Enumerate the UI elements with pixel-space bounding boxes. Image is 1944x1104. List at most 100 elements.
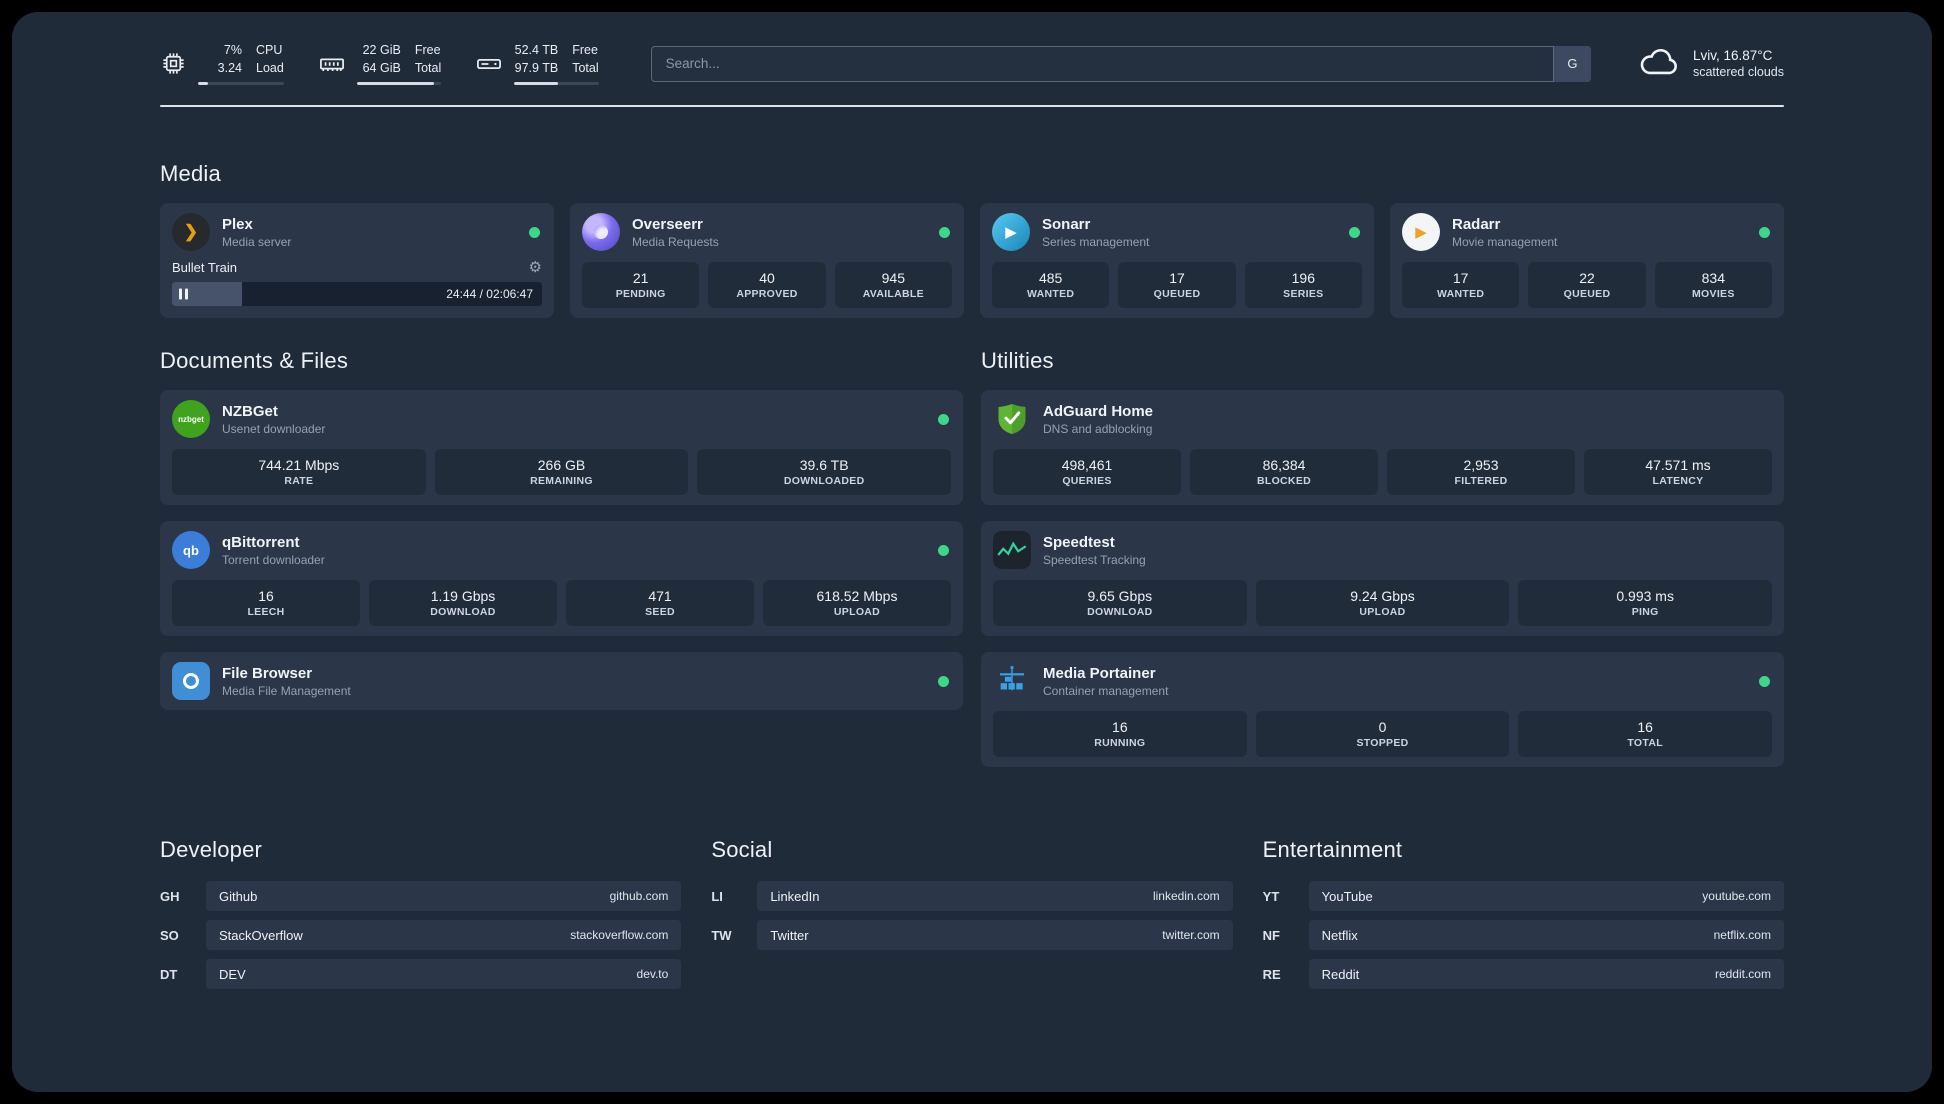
stat-tile: 498,461 QUERIES xyxy=(993,449,1181,495)
stat-tile: 86,384 BLOCKED xyxy=(1190,449,1378,495)
app-subtitle: Media File Management xyxy=(222,683,351,698)
stat-label: RATE xyxy=(284,475,314,487)
pause-button[interactable] xyxy=(179,288,188,300)
link-item[interactable]: DEV dev.to xyxy=(206,959,682,989)
link-item[interactable]: Github github.com xyxy=(206,881,682,911)
settings-icon[interactable]: ⚙ xyxy=(528,259,542,276)
stat-label: WANTED xyxy=(1437,288,1485,300)
stat-tile: 0.993 ms PING xyxy=(1518,580,1772,626)
stats-row: 17 WANTED 22 QUEUED 834 MOVIES xyxy=(1402,262,1772,308)
link-name: YouTube xyxy=(1321,888,1373,904)
stat-label: DOWNLOAD xyxy=(1087,606,1153,618)
stat-value: 485 xyxy=(1038,270,1063,286)
system-metrics: 7% 3.24 CPU Load xyxy=(160,42,599,85)
stat-value: 86,384 xyxy=(1262,457,1306,473)
ram-total-label: Total xyxy=(414,60,442,75)
stats-row: 744.21 Mbps RATE 266 GB REMAINING 39.6 T… xyxy=(172,449,951,495)
link-name: Twitter xyxy=(770,927,809,943)
section-title-social: Social xyxy=(711,837,773,862)
app-card-overseerr[interactable]: Overseerr Media Requests 21 PENDING 40 A… xyxy=(570,203,964,318)
link-row: SO StackOverflow stackoverflow.com xyxy=(160,920,682,950)
stat-value: 17 xyxy=(1169,270,1185,286)
search-bar: G xyxy=(650,45,1591,82)
stat-tile: 17 WANTED xyxy=(1402,262,1520,308)
stat-value: 834 xyxy=(1701,270,1725,286)
disk-free-label: Free xyxy=(572,43,598,57)
stat-tile: 17 QUEUED xyxy=(1118,262,1236,308)
filebrowser-icon xyxy=(172,662,210,700)
stat-label: UPLOAD xyxy=(1359,606,1406,618)
app-card-speedtest[interactable]: Speedtest Speedtest Tracking 9.65 Gbps D… xyxy=(981,521,1784,636)
dashboard-panel: 7% 3.24 CPU Load xyxy=(12,12,1932,1092)
overseerr-icon xyxy=(582,213,620,251)
stat-value: 39.6 TB xyxy=(799,457,849,473)
app-card-qbittorrent[interactable]: qb qBittorrent Torrent downloader 16 LEE… xyxy=(160,521,963,636)
stat-label: MOVIES xyxy=(1692,288,1735,300)
stat-tile: 834 MOVIES xyxy=(1654,262,1772,308)
app-subtitle: DNS and adblocking xyxy=(1043,421,1153,436)
stat-tile: 945 AVAILABLE xyxy=(834,262,952,308)
link-name: Reddit xyxy=(1321,966,1360,982)
ram-free-label: Free xyxy=(414,43,441,57)
disk-free-value: 52.4 TB xyxy=(514,43,559,57)
section-title-entertainment: Entertainment xyxy=(1262,837,1403,862)
app-card-filebrowser[interactable]: File Browser Media File Management xyxy=(160,652,963,710)
stat-label: QUEUED xyxy=(1153,288,1201,300)
app-card-sonarr[interactable]: ▶ Sonarr Series management 485 WANTED 17… xyxy=(980,203,1374,318)
app-card-radarr[interactable]: ▶ Radarr Movie management 17 WANTED 22 Q… xyxy=(1390,203,1784,318)
link-name: Netflix xyxy=(1321,927,1358,943)
disk-total-label: Total xyxy=(572,60,599,75)
status-dot xyxy=(1759,226,1770,238)
stat-value: 0.993 ms xyxy=(1616,588,1674,604)
link-domain: youtube.com xyxy=(1702,889,1771,903)
cpu-widget: 7% 3.24 CPU Load xyxy=(160,42,284,85)
link-badge: GH xyxy=(160,888,180,904)
social-links: LI LinkedIn linkedin.com TW Twitter twit… xyxy=(711,881,1233,950)
status-dot xyxy=(939,226,950,238)
stats-row: 498,461 QUERIES 86,384 BLOCKED 2,953 FIL… xyxy=(993,449,1772,495)
cpu-label: CPU xyxy=(256,43,283,57)
app-name: Plex xyxy=(222,215,253,233)
app-card-portainer[interactable]: Media Portainer Container management 16 … xyxy=(981,652,1784,767)
stat-tile: 0 STOPPED xyxy=(1255,711,1510,757)
cpu-load-label: Load xyxy=(256,60,284,75)
social-section: Social LI LinkedIn linkedin.com TW Twitt… xyxy=(711,837,1233,998)
link-item[interactable]: Twitter twitter.com xyxy=(757,920,1233,950)
app-subtitle: Media server xyxy=(222,234,292,249)
link-item[interactable]: Reddit reddit.com xyxy=(1308,959,1784,989)
stat-value: 9.24 Gbps xyxy=(1350,588,1415,604)
stat-label: AVAILABLE xyxy=(862,288,924,300)
status-dot xyxy=(938,413,949,425)
link-domain: github.com xyxy=(609,889,669,903)
app-name: File Browser xyxy=(222,664,313,682)
developer-section: Developer GH Github github.com SO StackO… xyxy=(160,837,682,998)
stat-label: FILTERED xyxy=(1454,475,1508,487)
stats-row: 485 WANTED 17 QUEUED 196 SERIES xyxy=(992,262,1362,308)
search-engine-button[interactable]: G xyxy=(1552,45,1591,82)
stat-value: 945 xyxy=(881,270,905,286)
link-item[interactable]: StackOverflow stackoverflow.com xyxy=(206,920,682,950)
ram-icon xyxy=(318,50,346,78)
link-item[interactable]: YouTube youtube.com xyxy=(1308,881,1784,911)
playback-progress-bar[interactable]: 24:44 / 02:06:47 xyxy=(172,282,542,306)
app-card-nzbget[interactable]: nzbget NZBGet Usenet downloader 744.21 M… xyxy=(160,390,963,505)
weather-widget[interactable]: Lviv, 16.87°C scattered clouds xyxy=(1637,45,1784,82)
search-input[interactable] xyxy=(650,45,1591,82)
app-subtitle: Container management xyxy=(1043,683,1169,698)
stat-label: SERIES xyxy=(1283,288,1324,300)
utilities-column: Utilities AdGuard Home DNS and adblockin… xyxy=(981,348,1784,783)
link-item[interactable]: LinkedIn linkedin.com xyxy=(757,881,1233,911)
plex-icon: ❯ xyxy=(172,213,210,251)
weather-location: Lviv, 16.87°C xyxy=(1692,48,1773,63)
link-name: DEV xyxy=(219,966,246,982)
stats-row: 9.65 Gbps DOWNLOAD 9.24 Gbps UPLOAD 0.99… xyxy=(993,580,1772,626)
link-item[interactable]: Netflix netflix.com xyxy=(1308,920,1784,950)
stat-value: 21 xyxy=(632,270,649,286)
app-card-plex[interactable]: ❯ Plex Media server Bullet Train ⚙ 24:44… xyxy=(160,203,554,318)
stat-value: 16 xyxy=(258,588,274,604)
link-badge: DT xyxy=(160,966,178,982)
stat-tile: 618.52 Mbps UPLOAD xyxy=(763,580,951,626)
app-card-adguard[interactable]: AdGuard Home DNS and adblocking 498,461 … xyxy=(981,390,1784,505)
stat-label: REMAINING xyxy=(530,475,593,487)
topbar: 7% 3.24 CPU Load xyxy=(160,42,1784,85)
